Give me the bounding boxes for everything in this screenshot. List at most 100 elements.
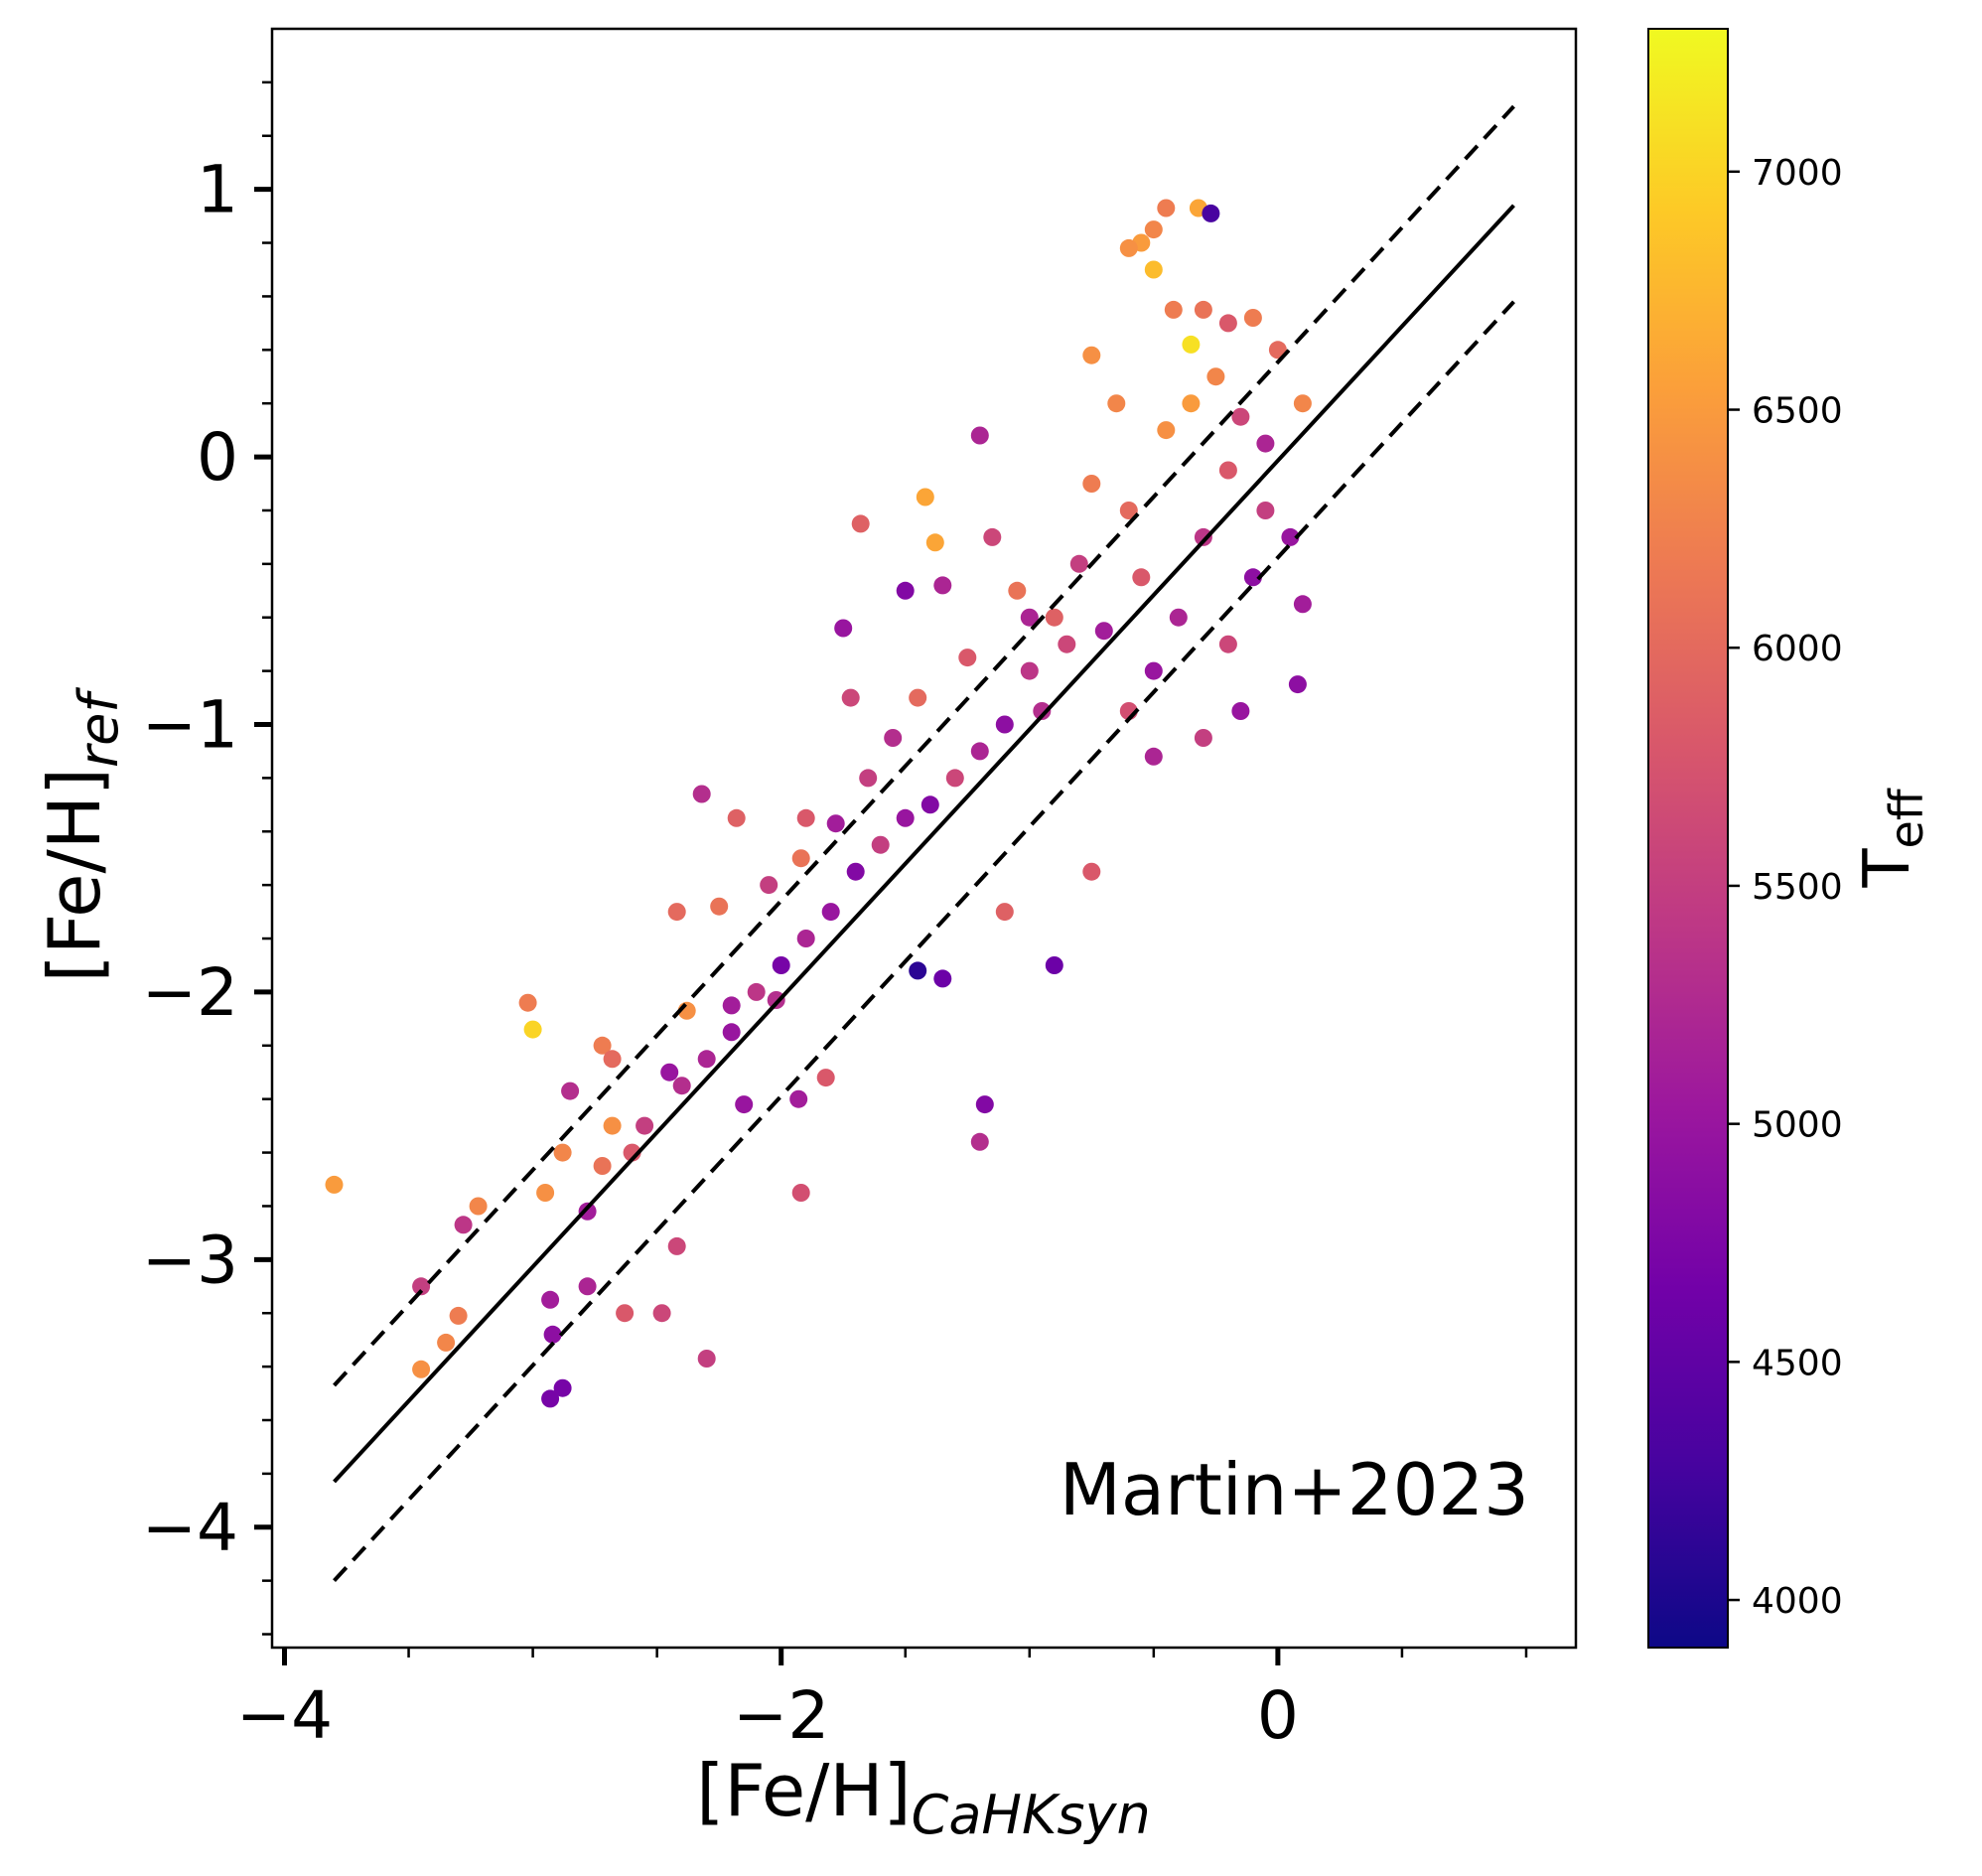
data-point <box>841 688 860 707</box>
data-point <box>970 1132 989 1151</box>
data-point <box>995 715 1014 734</box>
data-point <box>1293 394 1312 413</box>
data-point <box>1243 309 1262 327</box>
data-point <box>1182 394 1201 413</box>
data-point <box>1256 434 1275 453</box>
data-point <box>1218 314 1237 333</box>
data-point <box>896 581 915 600</box>
data-point <box>541 1389 560 1408</box>
data-point <box>920 795 939 814</box>
data-point <box>672 1077 691 1095</box>
colorbar-label-main: T <box>1851 848 1924 889</box>
y-tick-label: 0 <box>197 419 238 496</box>
colorbar-label: Teff <box>1851 788 1933 888</box>
data-point <box>909 688 927 707</box>
data-point <box>454 1216 473 1234</box>
data-point <box>933 576 952 595</box>
data-point <box>1020 661 1039 680</box>
data-point <box>970 426 989 445</box>
x-axis-label-sub: CaHKsyn <box>912 1784 1151 1846</box>
data-point <box>958 649 977 667</box>
data-point <box>325 1175 344 1194</box>
data-point <box>1157 199 1176 217</box>
data-point <box>1119 238 1138 257</box>
data-point <box>469 1197 488 1216</box>
data-point <box>667 903 686 922</box>
data-point <box>697 1350 716 1368</box>
data-point <box>851 514 870 533</box>
data-point <box>1206 367 1225 386</box>
x-axis-label: [Fe/H]CaHKsyn <box>696 1749 1151 1846</box>
data-point <box>767 991 785 1009</box>
data-point <box>543 1325 562 1344</box>
chart-annotation: Martin+2023 <box>1060 1448 1529 1531</box>
data-point <box>1157 421 1176 440</box>
y-axis-label-main: [Fe/H] <box>33 768 116 982</box>
data-point <box>772 956 790 974</box>
data-point <box>760 876 779 895</box>
data-point <box>1202 204 1220 222</box>
data-point <box>553 1143 572 1162</box>
data-point <box>1082 346 1101 364</box>
data-point <box>791 1184 810 1202</box>
data-point <box>412 1360 431 1378</box>
data-point <box>933 969 952 988</box>
data-point <box>796 930 815 947</box>
data-point <box>1182 335 1201 354</box>
y-tick-label: −2 <box>142 954 238 1031</box>
data-point <box>1194 729 1212 747</box>
data-point <box>821 903 840 922</box>
data-point <box>1231 407 1250 426</box>
data-point <box>593 1036 612 1055</box>
data-point <box>1231 702 1250 720</box>
data-point <box>692 785 711 803</box>
data-point <box>578 1277 597 1296</box>
data-point <box>727 808 746 827</box>
data-point <box>909 961 927 980</box>
colorbar-tick-label: 6000 <box>1752 629 1843 669</box>
data-point <box>437 1333 456 1352</box>
data-point <box>1293 595 1312 614</box>
y-axis-label-sub: ref <box>68 687 130 768</box>
data-point <box>1218 635 1237 653</box>
reference-lines <box>333 104 1515 1583</box>
data-point <box>1033 702 1052 720</box>
data-point <box>1107 394 1126 413</box>
data-point <box>1144 661 1163 680</box>
data-point <box>1058 635 1076 653</box>
data-point <box>995 903 1014 922</box>
colorbar-label-sub: eff <box>1880 788 1933 848</box>
data-point <box>1256 502 1275 519</box>
data-point <box>791 849 810 868</box>
data-point <box>816 1069 835 1087</box>
data-point <box>1094 622 1113 641</box>
data-point <box>561 1082 580 1100</box>
data-point <box>1144 260 1163 279</box>
colorbar-tick-label: 5000 <box>1752 1105 1843 1146</box>
data-point <box>925 533 944 552</box>
data-point <box>1281 527 1300 546</box>
data-point <box>796 808 815 827</box>
data-point <box>541 1290 560 1309</box>
colorbar-ticks: 4000 4500 5000 5500 6000 6500 7000 <box>1728 153 1843 1622</box>
data-point <box>652 1304 671 1323</box>
colorbar-tick-label: 4000 <box>1752 1581 1843 1622</box>
plot-frame <box>270 27 1578 1650</box>
data-point <box>983 527 1002 546</box>
data-point <box>1144 747 1163 766</box>
data-point <box>1164 300 1183 319</box>
data-point <box>1045 608 1063 627</box>
scatter-points <box>325 199 1312 1408</box>
data-point <box>1218 461 1237 480</box>
x-tick-label: −4 <box>236 1677 333 1754</box>
data-point <box>536 1184 555 1202</box>
data-point <box>1194 300 1212 319</box>
data-point <box>735 1095 754 1114</box>
data-point <box>722 1023 741 1042</box>
data-point <box>945 769 964 788</box>
data-point <box>578 1202 597 1221</box>
data-point <box>660 1063 679 1082</box>
one-to-one-line <box>333 204 1515 1484</box>
data-point <box>916 488 934 506</box>
data-point <box>1169 608 1188 627</box>
